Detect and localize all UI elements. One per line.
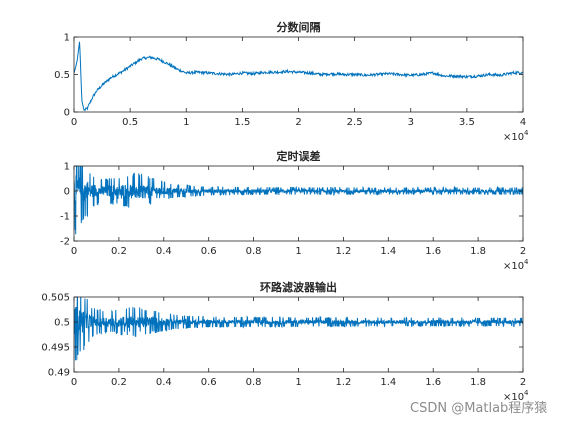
x-tick-label: 2 [520, 246, 526, 257]
y-tick-label: 0 [64, 187, 70, 198]
y-tick-label: 0 [64, 108, 70, 119]
y-tick-label: 0.505 [41, 293, 70, 304]
x-tick-label: 1.6 [425, 246, 441, 257]
x-tick-label: 1.8 [470, 377, 486, 388]
y-tick-label: -1 [60, 212, 70, 223]
x-tick-label: 1.8 [470, 246, 486, 257]
subplot-loop-filter-output: 0 0.2 0.4 0.6 0.8 1 1.2 1.4 1.6 1.8 20.490.4950.50… [41, 280, 529, 403]
x-tick-label: 0.8 [246, 246, 262, 257]
x-tick-label: 0.6 [201, 377, 217, 388]
x-tick-label: 1 [295, 377, 301, 388]
x-tick-label: 0 [71, 246, 77, 257]
x-multiplier: ×10 [503, 132, 524, 143]
y-tick-label: -2 [60, 237, 70, 248]
series-line [74, 166, 523, 235]
y-tick-label: 0.5 [54, 70, 70, 81]
x-tick-label: 1.4 [380, 246, 396, 257]
x-tick-label: 4 [520, 117, 526, 128]
x-tick-label: 0 [71, 377, 77, 388]
x-tick-label: 1.6 [425, 377, 441, 388]
x-tick-label: 0.2 [111, 246, 127, 257]
x-tick-label: 0.8 [246, 377, 262, 388]
x-tick-label: 2 [295, 117, 301, 128]
subplot-title: 环路滤波器输出 [260, 280, 337, 294]
y-tick-label: 1 [64, 162, 70, 173]
y-tick-label: 0.5 [54, 318, 70, 329]
subplot-timing-error: 0 0.2 0.4 0.6 0.8 1 1.2 1.4 1.6 1.8 2 -2 -1 0 1 定时误差 ×10… [60, 149, 529, 272]
x-multiplier-exponent: 4 [524, 389, 529, 397]
axes-frame [73, 296, 524, 373]
y-tick-label: 0.495 [41, 343, 70, 354]
x-tick-label: 3.5 [459, 117, 475, 128]
x-multiplier: ×10 [503, 261, 524, 272]
x-tick-label: 3 [408, 117, 414, 128]
x-tick-label: 2 [520, 377, 526, 388]
watermark: CSDN @Matlab程序猿 [410, 401, 547, 416]
series-line [74, 297, 523, 361]
x-tick-label: 0 [71, 117, 77, 128]
x-multiplier: ×10 [503, 392, 524, 403]
y-tick-label: 0.49 [48, 368, 70, 379]
x-tick-label: 1 [183, 117, 189, 128]
x-tick-label: 0.2 [111, 377, 127, 388]
x-tick-label: 1.2 [335, 377, 351, 388]
y-tick-label: 1 [64, 33, 70, 44]
x-tick-label: 1 [295, 246, 301, 257]
x-tick-label: 1.5 [234, 117, 250, 128]
x-tick-label: 0.5 [122, 117, 138, 128]
x-tick-label: 0.4 [156, 377, 172, 388]
x-tick-label: 0.4 [156, 246, 172, 257]
x-tick-label: 1.4 [380, 377, 396, 388]
series-line [74, 41, 523, 112]
x-tick-label: 2.5 [347, 117, 363, 128]
subplot-title: 分数间隔 [277, 20, 321, 34]
subplot-title: 定时误差 [277, 149, 321, 163]
x-multiplier-exponent: 4 [524, 258, 529, 266]
x-tick-label: 0.6 [201, 246, 217, 257]
axes-frame [73, 36, 524, 113]
x-tick-label: 1.2 [335, 246, 351, 257]
x-multiplier-exponent: 4 [524, 129, 529, 137]
